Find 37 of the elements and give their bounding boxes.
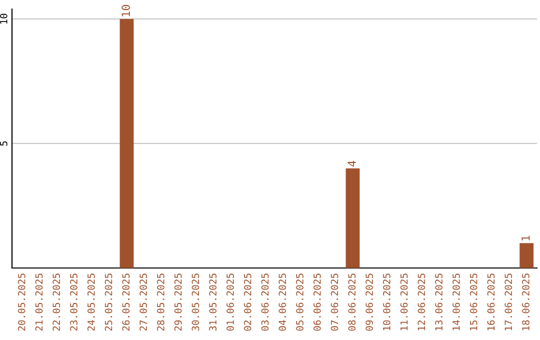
data-label: 4 <box>348 160 356 166</box>
x-tick-label: 31.05.2025 <box>209 274 216 331</box>
x-tick-label: 01.06.2025 <box>226 274 234 331</box>
x-tick-label: 04.06.2025 <box>278 274 286 331</box>
x-tick-label: 08.06.2025 <box>348 274 356 331</box>
x-tick-label: 24.05.2025 <box>87 274 95 331</box>
x-tick-label: 23.05.2025 <box>70 274 78 331</box>
x-tick-label: 25.05.2025 <box>104 274 112 331</box>
x-tick-label: 26.05.2025 <box>122 274 130 331</box>
x-tick-label: 05.06.2025 <box>296 274 304 331</box>
x-tick-label: 27.05.2025 <box>140 274 147 331</box>
x-tick-label: 10.06.2025 <box>382 274 390 330</box>
x-tick-label: 12.06.2025 <box>418 274 426 330</box>
x-tick-label: 21.05.2025 <box>35 274 43 331</box>
x-tick-label: 22.05.2025 <box>52 274 60 331</box>
x-tick-label: 09.06.2025 <box>366 274 373 331</box>
x-tick-label: 18.06.2025 <box>522 274 530 330</box>
x-tick-label: 07.06.2025 <box>330 274 338 331</box>
data-label: 10 <box>122 4 130 16</box>
x-tick-label: 11.06.2025 <box>400 274 408 330</box>
x-tick-label: 28.05.2025 <box>156 274 164 331</box>
x-tick-label: 15.06.2025 <box>470 274 478 330</box>
x-tick-label: 03.06.2025 <box>261 274 269 331</box>
x-tick-label: 14.06.2025 <box>452 274 460 330</box>
x-tick-label: 06.06.2025 <box>313 274 321 331</box>
bar <box>346 168 360 268</box>
x-tick-label: 20.05.2025 <box>18 274 26 331</box>
x-tick-label: 16.06.2025 <box>487 274 495 330</box>
bar <box>120 18 134 268</box>
x-tick-label: 17.06.2025 <box>504 274 512 330</box>
x-tick-label: 30.05.2025 <box>192 274 200 331</box>
data-label: 1 <box>522 236 530 240</box>
bar <box>520 243 534 268</box>
x-tick-label: 02.06.2025 <box>244 274 252 331</box>
x-tick-label: 13.06.2025 <box>435 274 442 330</box>
x-tick-label: 29.05.2025 <box>174 274 182 331</box>
y-tick-label: 5 <box>0 141 8 146</box>
